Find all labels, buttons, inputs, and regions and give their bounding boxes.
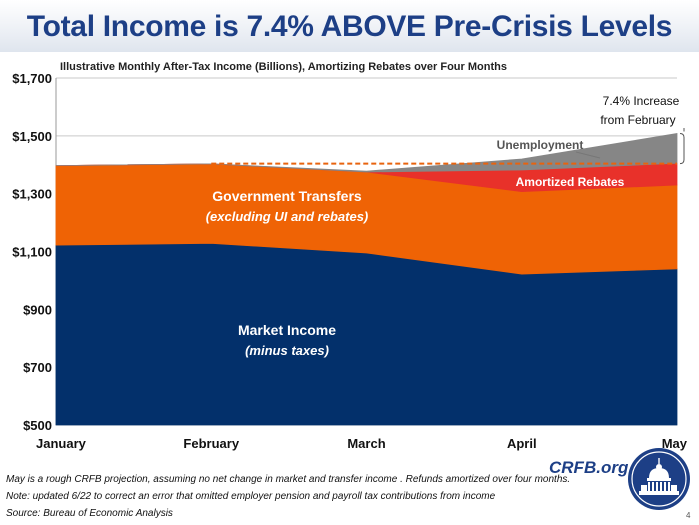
page-title: Total Income is 7.4% ABOVE Pre-Crisis Le… [26, 10, 673, 43]
x-tick-label: May [662, 436, 688, 451]
x-tick-label: March [347, 436, 385, 451]
y-tick-label: $1,700 [12, 71, 52, 86]
series-label-government-transfers: Government Transfers [212, 188, 362, 204]
y-tick-label: $700 [23, 360, 52, 375]
y-tick-label: $1,500 [12, 129, 52, 144]
footnotes: May is a rough CRFB projection, assuming… [6, 471, 571, 522]
series-label-market-income-note: (minus taxes) [245, 343, 329, 358]
income-area-chart: $500 $700 $900 $1,100 $1,300 $1,500 $1,700 Janu… [12, 71, 688, 451]
series-label-unemployment: Unemployment [497, 138, 584, 152]
brand-link[interactable]: CRFB.org [549, 458, 629, 477]
annotation-increase-line2: from February [600, 113, 675, 127]
annotation-increase-line1: 7.4% Increase [603, 94, 680, 108]
footnote-source: Source: Bureau of Economic Analysis [6, 508, 173, 519]
page-number: 4 [686, 511, 691, 520]
footnote-projection: May is a rough CRFB projection, assuming… [6, 474, 571, 485]
footnote-update: Note: updated 6/22 to correct an error t… [6, 491, 496, 502]
capitol-seal-icon [628, 448, 690, 510]
chart-subtitle: Illustrative Monthly After-Tax Income (B… [60, 61, 507, 73]
series-label-market-income: Market Income [238, 322, 336, 338]
x-tick-label: April [507, 436, 537, 451]
y-tick-label: $500 [23, 418, 52, 433]
series-label-government-transfers-note: (excluding UI and rebates) [206, 209, 369, 224]
series-label-amortized-rebates: Amortized Rebates [516, 175, 625, 189]
series-area-unemployment [55, 133, 678, 173]
title-band [0, 0, 699, 52]
y-tick-label: $1,100 [12, 245, 52, 260]
unemployment-leader-line [575, 151, 601, 159]
y-tick-label: $900 [23, 302, 52, 317]
x-tick-label: January [36, 436, 87, 451]
annotation-bracket [679, 133, 685, 165]
y-tick-label: $1,300 [12, 187, 52, 202]
x-tick-label: February [183, 436, 239, 451]
